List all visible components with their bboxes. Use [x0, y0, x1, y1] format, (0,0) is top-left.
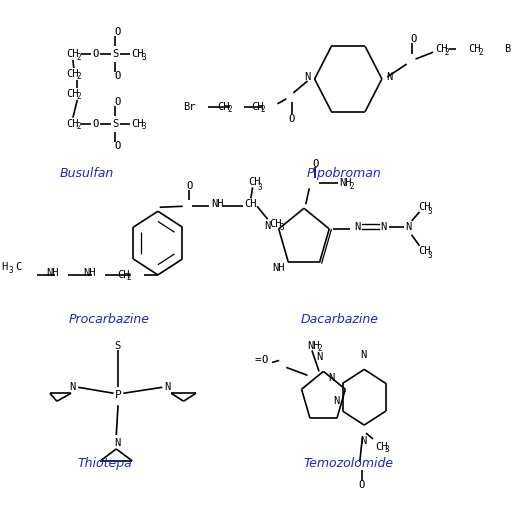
Text: N: N [406, 222, 412, 232]
Text: O: O [115, 141, 121, 151]
Text: O: O [115, 27, 121, 37]
Text: 2: 2 [76, 92, 81, 102]
Text: S: S [112, 49, 118, 59]
Text: Temozolomide: Temozolomide [303, 458, 393, 470]
Text: N: N [329, 373, 335, 383]
Text: Thiotepa: Thiotepa [77, 458, 132, 470]
Text: O: O [115, 97, 121, 107]
Text: 2: 2 [127, 273, 132, 282]
Text: Busulfan: Busulfan [60, 167, 114, 180]
Text: S: S [112, 119, 118, 129]
Text: Pipobroman: Pipobroman [307, 167, 381, 180]
Text: N: N [304, 72, 310, 82]
Text: CH: CH [131, 49, 144, 59]
Text: CH: CH [375, 442, 387, 452]
Text: Br: Br [504, 44, 512, 54]
Text: N: N [333, 396, 339, 406]
Text: 3: 3 [428, 251, 432, 260]
Text: Dacarbazine: Dacarbazine [301, 313, 378, 326]
Text: 3: 3 [141, 122, 146, 131]
Text: 3: 3 [8, 266, 13, 275]
Text: Procarbazine: Procarbazine [69, 313, 150, 326]
Text: NH: NH [211, 199, 224, 209]
Text: N: N [360, 350, 367, 361]
Text: 2: 2 [227, 105, 231, 114]
Text: 2: 2 [445, 48, 450, 56]
Text: 2: 2 [317, 344, 322, 353]
Text: N: N [265, 221, 271, 231]
Text: O: O [92, 119, 99, 129]
Text: NH: NH [339, 179, 352, 188]
Text: O: O [410, 34, 416, 44]
Text: NH: NH [308, 341, 320, 350]
Text: CH: CH [251, 102, 263, 112]
Text: CH: CH [248, 177, 261, 187]
Text: H: H [1, 262, 7, 272]
Text: CH: CH [67, 119, 79, 129]
Text: 2: 2 [76, 53, 81, 62]
Text: =: = [254, 356, 261, 365]
Text: 3: 3 [258, 183, 263, 192]
Text: O: O [358, 480, 364, 490]
Text: CH: CH [117, 270, 130, 280]
Text: N: N [164, 382, 170, 392]
Text: N: N [316, 352, 323, 363]
Text: N: N [380, 222, 387, 232]
Text: O: O [313, 159, 319, 168]
Text: CH: CH [245, 199, 257, 209]
Text: NH: NH [46, 268, 59, 278]
Text: 3: 3 [428, 207, 432, 216]
Text: C: C [15, 262, 22, 272]
Text: O: O [288, 114, 294, 124]
Text: 2: 2 [349, 182, 354, 191]
Text: O: O [186, 182, 193, 191]
Text: NH: NH [83, 268, 96, 278]
Text: O: O [262, 356, 268, 365]
Text: CH: CH [269, 219, 282, 229]
Text: N: N [69, 382, 76, 392]
Text: S: S [115, 341, 121, 350]
Text: CH: CH [435, 44, 447, 54]
Text: CH: CH [131, 119, 144, 129]
Text: N: N [354, 222, 360, 232]
Text: 3: 3 [279, 223, 284, 232]
Text: N: N [387, 72, 393, 82]
Text: 2: 2 [76, 72, 81, 82]
Text: CH: CH [468, 44, 481, 54]
Text: 3: 3 [385, 445, 389, 455]
Text: 3: 3 [141, 53, 146, 62]
Text: O: O [92, 49, 99, 59]
Text: CH: CH [418, 246, 430, 256]
Text: CH: CH [67, 49, 79, 59]
Text: N: N [360, 436, 367, 446]
Text: CH: CH [418, 202, 430, 212]
Text: CH: CH [67, 89, 79, 99]
Text: 2: 2 [76, 122, 81, 131]
Text: CH: CH [217, 102, 230, 112]
Text: P: P [115, 390, 121, 400]
Text: NH: NH [272, 263, 285, 273]
Text: Br: Br [184, 102, 196, 112]
Text: 2: 2 [261, 105, 265, 114]
Text: CH: CH [67, 69, 79, 79]
Text: 2: 2 [478, 48, 483, 56]
Text: O: O [115, 71, 121, 81]
Text: N: N [115, 438, 121, 448]
